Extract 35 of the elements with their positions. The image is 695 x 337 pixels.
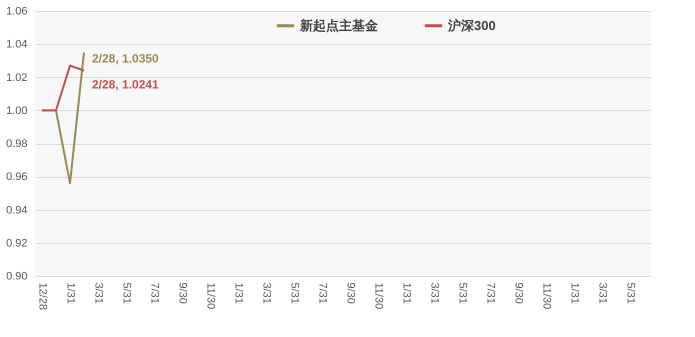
- x-tick-label: 9/30: [512, 282, 524, 304]
- x-tick-label: 1/31: [400, 282, 412, 304]
- legend-label: 新起点主基金: [299, 18, 379, 33]
- x-tick-label: 5/31: [288, 282, 300, 304]
- data-label: 2/28, 1.0350: [92, 51, 160, 66]
- x-tick-label: 7/31: [148, 282, 160, 304]
- y-tick-label: 1.00: [6, 104, 28, 117]
- data-label: 2/28, 1.0241: [92, 77, 160, 92]
- x-tick-label: 9/30: [176, 282, 188, 304]
- y-tick-label: 0.98: [6, 138, 28, 150]
- x-tick-label: 12/28: [36, 282, 48, 310]
- x-tick-label: 11/30: [372, 282, 384, 310]
- x-tick-label: 9/30: [344, 282, 356, 304]
- x-tick-label: 3/31: [260, 282, 272, 304]
- x-tick-label: 7/31: [484, 282, 496, 304]
- x-tick-label: 11/30: [540, 282, 552, 310]
- x-tick-label: 3/31: [596, 282, 608, 304]
- legend-label: 沪深300: [447, 18, 496, 33]
- y-tick-label: 0.92: [6, 237, 28, 250]
- x-tick-label: 11/30: [204, 282, 216, 310]
- x-tick-label: 5/31: [624, 282, 636, 304]
- y-tick-label: 0.94: [6, 204, 28, 216]
- x-tick-label: 3/31: [428, 282, 440, 304]
- x-tick-label: 5/31: [456, 282, 468, 304]
- y-tick-label: 1.06: [6, 6, 28, 18]
- x-tick-label: 1/31: [64, 282, 76, 304]
- x-tick-label: 5/31: [120, 282, 132, 304]
- x-tick-label: 1/31: [232, 282, 244, 304]
- y-tick-label: 0.96: [6, 171, 28, 184]
- x-tick-label: 7/31: [316, 282, 328, 304]
- x-tick-label: 1/31: [568, 282, 580, 304]
- y-tick-label: 0.90: [6, 270, 28, 282]
- x-tick-label: 3/31: [92, 282, 104, 304]
- y-tick-label: 1.04: [6, 38, 28, 51]
- y-tick-label: 1.02: [6, 72, 28, 84]
